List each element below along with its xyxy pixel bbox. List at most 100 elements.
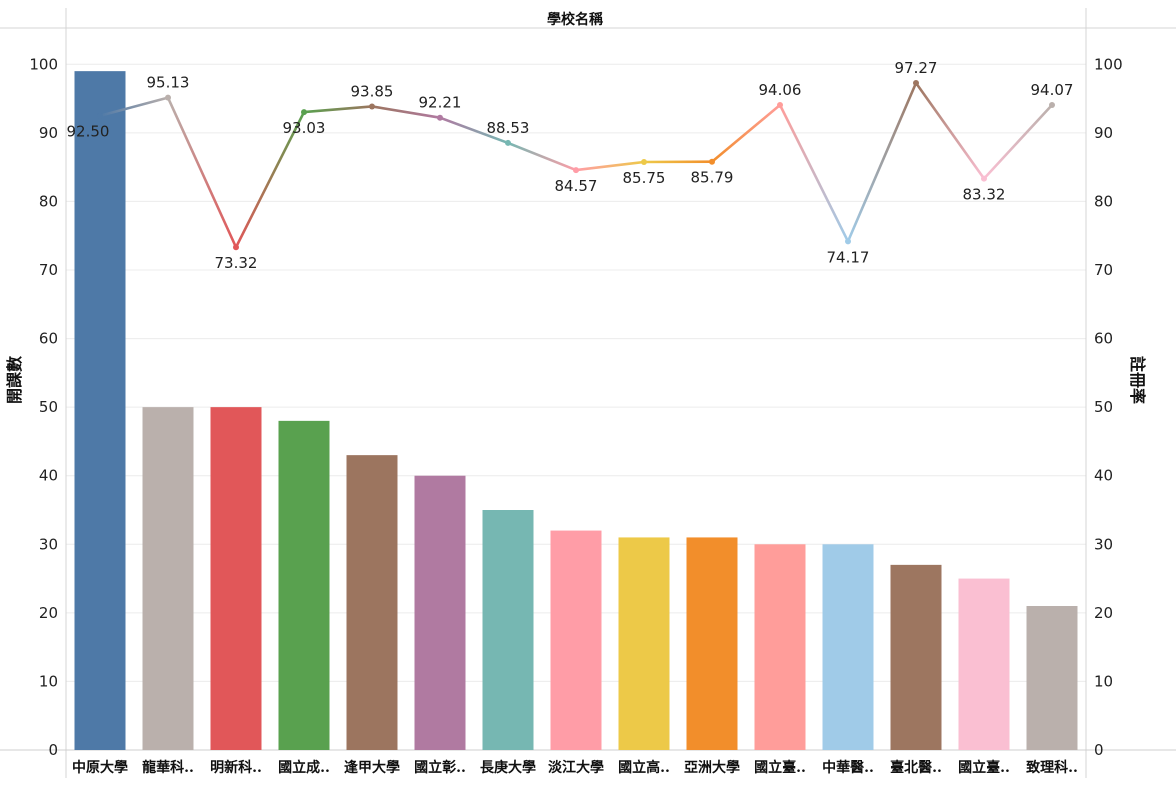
- line-point-2: [233, 244, 239, 251]
- line-point-6: [505, 139, 511, 146]
- data-label-13: 83.32: [963, 186, 1006, 204]
- bar-10: [754, 544, 806, 750]
- data-label-8: 85.75: [623, 169, 666, 187]
- line-point-1: [165, 94, 171, 101]
- bar-1: [142, 407, 194, 750]
- line-segment-0: [98, 96, 170, 118]
- line-segment-11: [846, 81, 918, 243]
- bar-7: [550, 530, 602, 750]
- right-axis-ticks: 0 10 20 30 40 50 60 70 80 90 100: [1094, 55, 1123, 759]
- category-label-14: 致理科..: [1026, 759, 1078, 776]
- right-tick-label: 30: [1094, 535, 1113, 553]
- left-tick-label: 40: [39, 467, 58, 485]
- right-axis-title: 註冊率: [1128, 356, 1147, 404]
- bar-14: [1026, 606, 1078, 750]
- bar-13: [958, 578, 1010, 750]
- line-point-3: [301, 109, 307, 116]
- bar-6: [482, 510, 534, 750]
- left-tick-label: 70: [39, 261, 58, 279]
- line-segment-13: [982, 103, 1054, 180]
- right-tick-label: 50: [1094, 398, 1113, 416]
- category-label-7: 淡江大學: [548, 759, 604, 776]
- bar-series: [74, 71, 1078, 750]
- category-label-1: 龍華科..: [142, 759, 194, 776]
- left-tick-label: 20: [39, 604, 58, 622]
- category-label-5: 國立彰..: [414, 759, 466, 776]
- bar-8: [618, 537, 670, 750]
- line-point-10: [777, 102, 783, 109]
- line-segment-1: [166, 96, 238, 249]
- data-label-3: 93.03: [283, 119, 326, 137]
- data-label-1: 95.13: [147, 74, 190, 92]
- line-data-labels: 92.50 95.13 73.32 93.03 93.85 92.21 88.53 84.57…: [67, 59, 1074, 272]
- left-tick-label: 50: [39, 398, 58, 416]
- data-label-9: 85.79: [691, 169, 734, 187]
- right-tick-label: 40: [1094, 467, 1113, 485]
- left-tick-label: 10: [39, 672, 58, 690]
- line-point-14: [1049, 101, 1055, 108]
- category-label-6: 長庚大學: [480, 759, 536, 776]
- bar-0: [74, 71, 126, 750]
- bar-11: [822, 544, 874, 750]
- data-label-2: 73.32: [215, 254, 258, 272]
- category-label-13: 國立臺..: [958, 759, 1010, 776]
- line-points: [97, 80, 1055, 251]
- right-tick-label: 0: [1094, 741, 1104, 759]
- category-label-0: 中原大學: [72, 759, 128, 776]
- line-segment-6: [506, 141, 578, 172]
- line-segment-3: [302, 105, 374, 114]
- left-tick-label: 30: [39, 535, 58, 553]
- category-label-12: 臺北醫..: [890, 759, 942, 776]
- left-axis-ticks: 0 10 20 30 40 50 60 70 80 90 100: [29, 55, 58, 759]
- right-tick-label: 10: [1094, 672, 1113, 690]
- left-tick-label: 90: [39, 124, 58, 142]
- line-segment-9: [710, 103, 782, 164]
- chart-title: 學校名稱: [547, 11, 603, 28]
- line-point-5: [437, 114, 443, 121]
- line-segment-2: [234, 110, 306, 249]
- data-label-10: 94.06: [759, 81, 802, 99]
- category-label-4: 逢甲大學: [344, 759, 400, 776]
- data-label-11: 74.17: [827, 248, 870, 266]
- data-label-12: 97.27: [895, 59, 938, 77]
- bar-12: [890, 564, 942, 750]
- category-labels: 中原大學 龍華科.. 明新科.. 國立成.. 逢甲大學 國立彰.. 長庚大學 淡江大學 國立高.…: [72, 759, 1078, 776]
- line-segment-10: [778, 103, 850, 243]
- bar-5: [414, 475, 466, 750]
- data-label-0: 92.50: [67, 123, 110, 141]
- category-label-3: 國立成..: [278, 759, 330, 776]
- line-point-0: [97, 112, 103, 119]
- category-label-11: 中華醫..: [822, 759, 874, 776]
- left-axis-title: 開課數: [5, 356, 24, 404]
- line-point-9: [709, 158, 715, 165]
- right-tick-label: 60: [1094, 330, 1113, 348]
- right-tick-label: 70: [1094, 261, 1113, 279]
- left-tick-label: 80: [39, 192, 58, 210]
- line-series: [98, 81, 1054, 249]
- bar-2: [210, 407, 262, 750]
- right-tick-label: 100: [1094, 55, 1123, 73]
- left-tick-label: 0: [48, 741, 58, 759]
- line-point-11: [845, 238, 851, 245]
- line-point-12: [913, 80, 919, 87]
- data-label-6: 88.53: [487, 119, 530, 137]
- bar-3: [278, 420, 330, 750]
- left-tick-label: 60: [39, 330, 58, 348]
- data-label-4: 93.85: [351, 82, 394, 100]
- bar-9: [686, 537, 738, 750]
- category-label-2: 明新科..: [210, 759, 262, 776]
- right-tick-label: 20: [1094, 604, 1113, 622]
- line-segment-12: [914, 81, 986, 180]
- category-label-9: 亞洲大學: [684, 759, 740, 776]
- right-tick-label: 90: [1094, 124, 1113, 142]
- line-segment-5: [438, 116, 510, 145]
- bar-4: [346, 455, 398, 750]
- category-label-8: 國立高..: [618, 759, 670, 776]
- left-tick-label: 100: [29, 55, 58, 73]
- line-point-13: [981, 175, 987, 182]
- line-point-7: [573, 167, 579, 174]
- line-point-4: [369, 103, 375, 110]
- data-label-5: 92.21: [419, 94, 462, 112]
- data-label-14: 94.07: [1031, 81, 1074, 99]
- category-label-10: 國立臺..: [754, 759, 806, 776]
